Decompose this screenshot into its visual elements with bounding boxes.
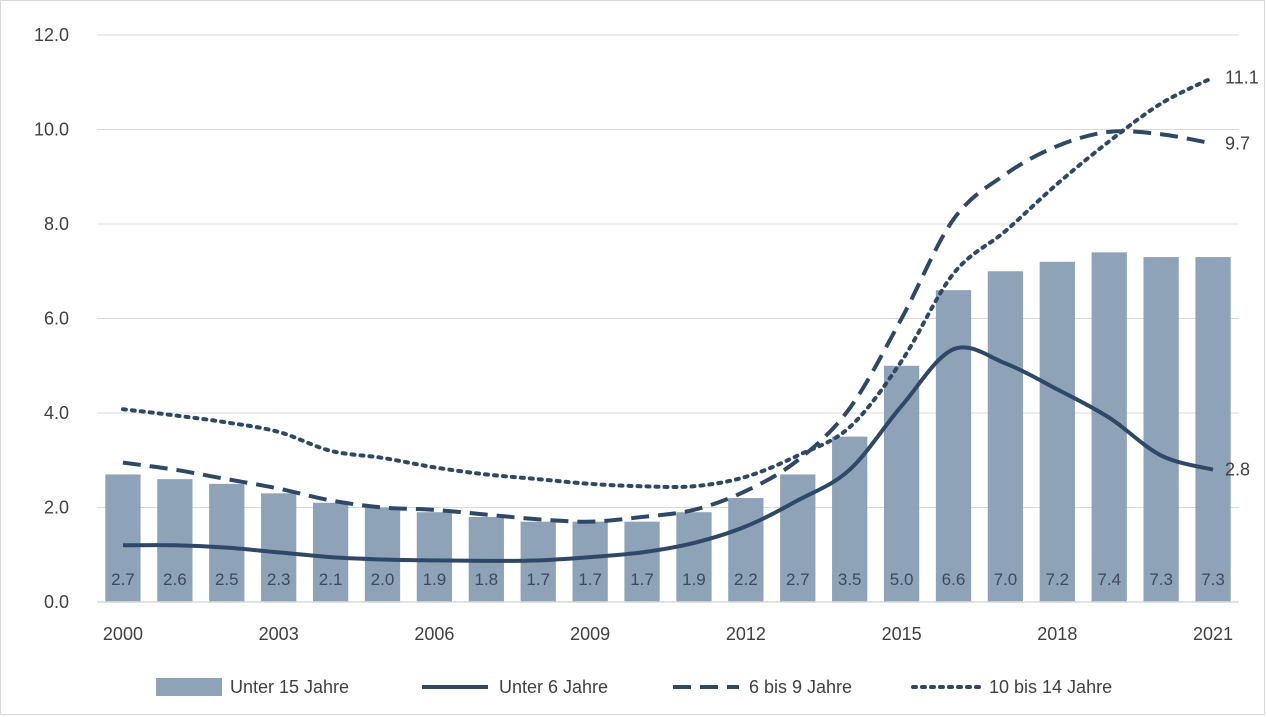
bar [883, 365, 920, 602]
x-tick-label: 2021 [1193, 624, 1233, 644]
bar-value-label: 1.7 [526, 570, 550, 589]
series-line-dotted [120, 75, 1216, 490]
bar [261, 493, 297, 602]
y-tick-label: 10.0 [34, 120, 69, 140]
bar-value-label: 7.0 [994, 570, 1018, 589]
bar-value-label: 7.3 [1201, 570, 1225, 589]
bar [1143, 257, 1179, 602]
bar-value-label: 1.7 [630, 570, 654, 589]
bar-value-label: 7.4 [1097, 570, 1121, 589]
x-axis-ticks: 2000 2003 2006 2009 2012 2015 2018 2021 [103, 624, 1233, 644]
bar-value-label: 1.9 [682, 570, 706, 589]
bar-value-label: 2.5 [215, 570, 239, 589]
legend: Unter 15 Jahre Unter 6 Jahre 6 bis 9 Jahre… [156, 677, 1112, 697]
legend-label: 6 bis 9 Jahre [749, 677, 852, 697]
bar [1039, 261, 1075, 602]
bar [364, 507, 401, 602]
y-tick-label: 2.0 [44, 498, 69, 518]
bar-value-label: 2.3 [267, 570, 291, 589]
end-labels: 2.8 9.7 11.1 [1225, 68, 1259, 480]
x-tick-label: 2018 [1037, 624, 1077, 644]
bar [987, 271, 1024, 602]
bar [728, 498, 764, 602]
bar-value-label: 1.9 [423, 570, 447, 589]
y-axis-ticks: 0.0 2.0 4.0 6.0 8.0 10.0 12.0 [34, 25, 69, 612]
series-line-solid [122, 345, 1214, 563]
y-tick-label: 12.0 [34, 25, 69, 45]
bar-value-label: 7.3 [1149, 570, 1173, 589]
bar [157, 479, 193, 602]
lines [120, 75, 1216, 563]
bar-labels: 2.7 2.6 2.5 2.3 2.1 2.0 1.9 1.8 1.7 1.7 1.7 1.9 2.2 2… [111, 570, 1225, 589]
bar-value-label: 2.6 [163, 570, 187, 589]
bar-value-label: 2.7 [786, 570, 810, 589]
bar [209, 483, 245, 602]
bar-value-label: 2.0 [371, 570, 395, 589]
bar-value-label: 5.0 [890, 570, 914, 589]
bar [572, 521, 608, 602]
bar [832, 436, 868, 602]
bar [676, 512, 712, 602]
legend-label: Unter 15 Jahre [230, 677, 349, 697]
bar [935, 290, 972, 602]
bar-value-label: 1.7 [578, 570, 602, 589]
x-tick-label: 2006 [414, 624, 454, 644]
bar [624, 521, 660, 602]
bar [312, 502, 349, 602]
y-tick-label: 0.0 [44, 592, 69, 612]
bar-value-label: 6.6 [942, 570, 966, 589]
y-tick-label: 8.0 [44, 214, 69, 234]
bars [105, 252, 1231, 602]
bar-value-label: 3.5 [838, 570, 862, 589]
x-tick-label: 2003 [259, 624, 299, 644]
bar-value-label: 2.7 [111, 570, 135, 589]
x-tick-label: 2000 [103, 624, 143, 644]
bar-value-label: 1.8 [474, 570, 498, 589]
bar-value-label: 2.2 [734, 570, 758, 589]
y-tick-label: 6.0 [44, 309, 69, 329]
x-tick-label: 2012 [726, 624, 766, 644]
bar-value-label: 2.1 [319, 570, 343, 589]
x-tick-label: 2015 [882, 624, 922, 644]
x-tick-label: 2009 [570, 624, 610, 644]
bar [416, 512, 453, 602]
series-end-label: 2.8 [1225, 460, 1250, 480]
bar [105, 474, 141, 602]
legend-swatch-bar [156, 678, 222, 696]
series-end-label: 11.1 [1225, 68, 1259, 88]
y-tick-label: 4.0 [44, 403, 69, 423]
series-end-label: 9.7 [1225, 134, 1250, 154]
legend-label: Unter 6 Jahre [499, 677, 608, 697]
bar-value-label: 7.2 [1045, 570, 1069, 589]
bar [1195, 257, 1231, 602]
legend-label: 10 bis 14 Jahre [989, 677, 1112, 697]
series-line-dashed [122, 129, 1214, 524]
